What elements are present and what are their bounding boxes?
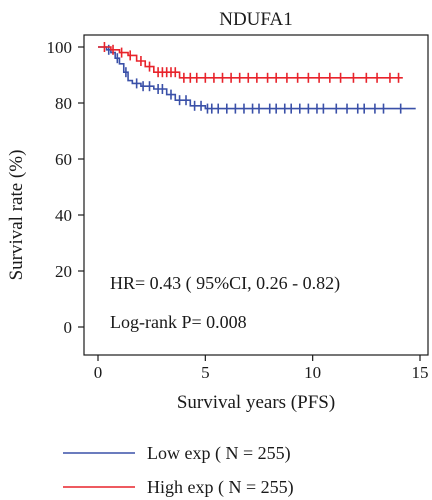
series-layer [98,42,416,114]
legend: Low exp ( N = 255) High exp ( N = 255) [63,443,294,498]
log-rank-annotation: Log-rank P= 0.008 [110,312,247,332]
plot-frame [83,34,429,356]
x-tick-label: 15 [412,363,429,382]
hazard-ratio-annotation: HR= 0.43 ( 95%CI, 0.26 - 0.82) [110,273,340,294]
y-tick-label: 60 [55,150,72,169]
x-tick-label: 5 [201,363,210,382]
survival-curve-series-1 [98,46,403,79]
legend-label: High exp ( N = 255) [147,477,294,498]
y-tick-label: 0 [64,318,73,337]
y-axis: 0 20 40 60 80 100 [47,38,84,337]
y-tick-label: 100 [47,38,73,57]
y-tick-label: 40 [55,206,72,225]
y-tick-label: 80 [55,94,72,113]
x-axis-label: Survival years (PFS) [177,392,335,413]
chart-title: NDUFA1 [219,9,293,30]
y-axis-label: Survival rate (%) [6,150,27,281]
legend-label: Low exp ( N = 255) [147,443,291,464]
x-tick-label: 0 [94,363,103,382]
y-tick-label: 20 [55,262,72,281]
x-axis: 0 5 10 15 [94,355,429,382]
x-tick-label: 10 [304,363,321,382]
